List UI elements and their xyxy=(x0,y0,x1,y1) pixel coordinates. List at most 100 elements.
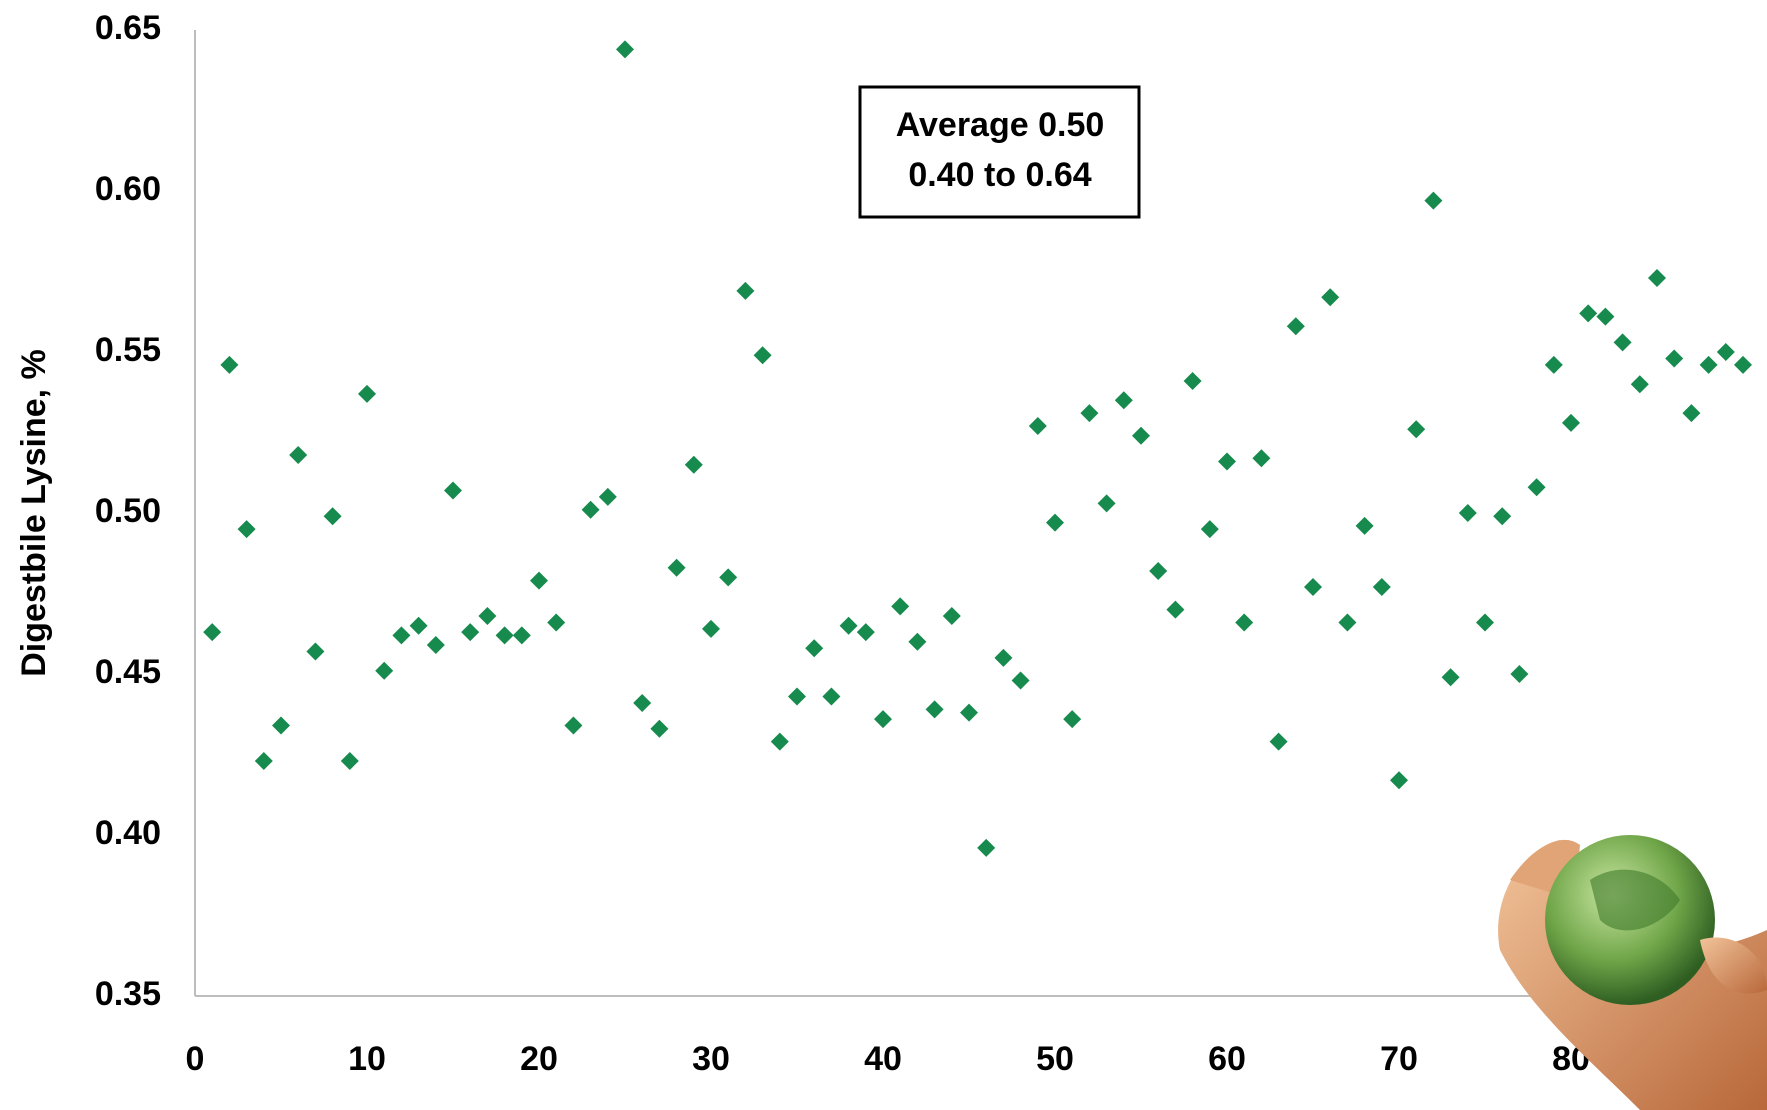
data-point xyxy=(564,716,583,735)
data-point xyxy=(1166,600,1185,619)
data-point xyxy=(1716,343,1735,361)
data-point xyxy=(1699,355,1718,374)
x-tick-label: 0 xyxy=(186,1040,205,1078)
x-tick-label: 40 xyxy=(864,1040,902,1078)
data-point xyxy=(1200,520,1219,539)
data-point xyxy=(220,355,239,374)
data-point xyxy=(547,613,566,632)
data-point xyxy=(702,619,720,638)
data-point xyxy=(1424,191,1443,210)
data-point xyxy=(1407,420,1426,439)
data-point xyxy=(1510,665,1529,683)
decoration-globe xyxy=(1498,835,1767,1110)
y-tick-label: 0.45 xyxy=(95,653,161,691)
data-point xyxy=(1149,561,1168,580)
data-point xyxy=(1235,613,1254,632)
data-point xyxy=(1269,732,1288,751)
annotation: Average 0.50 xyxy=(896,106,1105,144)
data-point xyxy=(1097,494,1116,513)
x-tick-label: 10 xyxy=(348,1040,386,1078)
data-point xyxy=(461,623,480,642)
data-point xyxy=(1028,417,1047,436)
data-point xyxy=(1458,504,1477,522)
x-tick-label: 20 xyxy=(520,1040,558,1078)
data-point xyxy=(908,632,927,651)
data-point xyxy=(340,751,359,770)
data-point xyxy=(805,639,824,658)
data-point xyxy=(581,500,600,519)
y-tick-label: 0.50 xyxy=(95,492,161,530)
data-point xyxy=(289,446,308,465)
data-point xyxy=(736,281,755,300)
data-point xyxy=(719,568,738,587)
data-point xyxy=(1579,304,1598,323)
x-tick-label: 50 xyxy=(1036,1040,1074,1078)
data-point xyxy=(822,687,841,706)
data-point xyxy=(1527,478,1546,497)
x-tick-label: 70 xyxy=(1380,1040,1418,1078)
data-point xyxy=(1630,375,1649,394)
data-point xyxy=(891,597,910,616)
data-point xyxy=(1338,613,1357,632)
data-point xyxy=(839,616,858,635)
x-tick-label: 30 xyxy=(692,1040,730,1078)
annotation: 0.40 to 0.64 xyxy=(908,156,1091,194)
data-point xyxy=(942,607,961,626)
data-point xyxy=(1682,404,1701,423)
data-point xyxy=(1372,578,1391,597)
data-point xyxy=(1080,404,1099,423)
y-axis-title: Digestbile Lysine, % xyxy=(15,349,53,677)
data-point xyxy=(323,507,342,526)
y-tick-label: 0.55 xyxy=(95,331,161,369)
data-point xyxy=(1648,268,1666,287)
data-point xyxy=(856,623,875,642)
x-tick-label: 60 xyxy=(1208,1040,1246,1078)
data-point xyxy=(1011,671,1030,690)
data-point xyxy=(1355,516,1374,535)
data-point xyxy=(203,623,222,642)
data-point xyxy=(1476,613,1494,632)
data-point xyxy=(684,455,703,474)
data-point xyxy=(1493,507,1512,526)
data-point xyxy=(1252,449,1271,468)
y-tick-label: 0.65 xyxy=(95,9,161,47)
data-point xyxy=(788,687,806,706)
data-point xyxy=(1046,513,1064,532)
data-point xyxy=(1562,413,1580,432)
data-point xyxy=(770,732,789,751)
data-point xyxy=(633,693,652,712)
data-point xyxy=(1441,668,1460,687)
data-point xyxy=(1132,426,1150,445)
data-point xyxy=(272,716,290,735)
data-point xyxy=(1321,288,1340,307)
data-point xyxy=(478,607,497,626)
data-point xyxy=(358,384,376,403)
y-tick-label: 0.60 xyxy=(95,170,161,208)
data-point xyxy=(392,626,411,645)
data-point xyxy=(512,626,531,645)
data-point xyxy=(1734,355,1752,374)
data-point xyxy=(1390,771,1408,790)
data-point xyxy=(960,703,978,722)
y-tick-label: 0.40 xyxy=(95,814,161,852)
data-point xyxy=(237,520,256,539)
data-point xyxy=(874,710,892,729)
data-point xyxy=(667,558,686,577)
data-point xyxy=(375,661,394,680)
data-point xyxy=(254,751,273,770)
data-point xyxy=(409,616,428,635)
data-point xyxy=(753,346,772,365)
data-point xyxy=(650,719,669,738)
data-point xyxy=(1613,333,1632,352)
data-point xyxy=(1596,307,1615,326)
data-point xyxy=(306,642,325,661)
data-point xyxy=(495,626,514,645)
data-point xyxy=(1183,371,1202,390)
data-point xyxy=(1063,710,1082,729)
data-point xyxy=(1544,355,1563,374)
data-point xyxy=(530,571,548,590)
data-point xyxy=(444,481,462,500)
data-point xyxy=(426,636,445,655)
data-point xyxy=(1286,317,1305,336)
